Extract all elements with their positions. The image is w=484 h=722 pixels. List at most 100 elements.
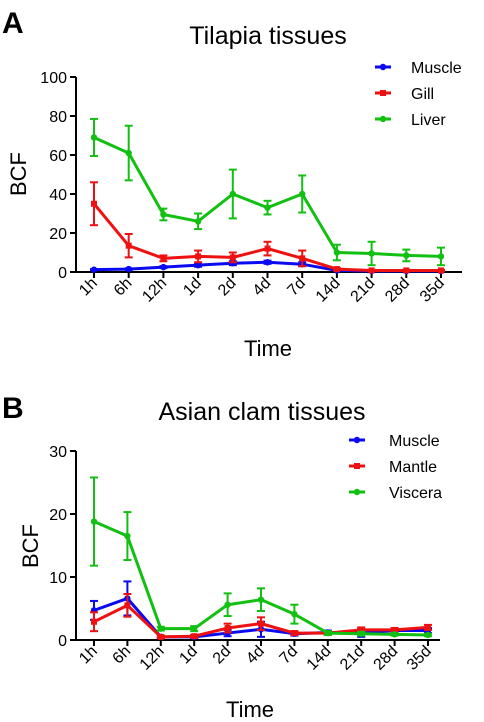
panel-a-liver-line <box>93 136 442 258</box>
panel-a-x-axis-title: Time <box>244 336 292 361</box>
panel-a-y-tick-label: 0 <box>58 265 67 282</box>
panel-a-legend-label: Liver <box>411 112 446 129</box>
panel-b-viscera-point <box>257 596 265 603</box>
panel-a-x-tick-label: 7d <box>284 275 309 300</box>
panel-a-muscle-point <box>125 265 132 273</box>
panel-b-legend-marker <box>353 488 361 496</box>
panel-a-x-tick-label: 4d <box>250 275 275 300</box>
panel-a-legend-label: Gill <box>411 86 434 103</box>
panel-b-x-tick-label: 35d <box>404 643 435 674</box>
panel-b-title: Asian clam tissues <box>158 398 365 426</box>
panel-a-chart: A Tilapia tissues Time BCF 0 20 40 60 80 100 1… <box>2 7 462 361</box>
panel-b-legend-item-viscera: Viscera <box>349 485 442 502</box>
panel-b-x-tick-label: 28d <box>371 643 402 674</box>
panel-b-viscera-point <box>358 630 365 637</box>
panel-b-x-tick-label: 12h <box>137 643 168 674</box>
panel-b-viscera-point <box>157 625 164 632</box>
panel-b-y-tick-label: 30 <box>49 444 67 461</box>
panel-a-liver-point <box>333 249 341 256</box>
panel-a-muscle-point <box>160 263 167 271</box>
panel-a-y-axis-title: BCF <box>6 152 31 196</box>
panel-b-chart: B Asian clam tissues Time BCF 0 10 20 30 1h 6… <box>2 392 442 722</box>
panel-a-liver-point <box>125 149 132 157</box>
panel-a-legend-label: Muscle <box>411 60 462 77</box>
panel-a-label: A <box>2 7 24 40</box>
panel-a-gill-point <box>160 255 167 262</box>
panel-a-y-tick-label: 20 <box>49 226 67 243</box>
panel-b-mantle-point <box>291 630 298 637</box>
panel-a-liver-point <box>264 204 271 211</box>
panel-b-x-tick-label: 1d <box>176 643 201 668</box>
panel-b-viscera-point <box>391 631 398 638</box>
panel-b-x-tick-label: 14d <box>304 643 335 674</box>
panel-b-x-tick-label: 1h <box>76 643 101 668</box>
panel-b-legend-label: Mantle <box>389 459 437 476</box>
panel-a-liver-point <box>194 218 202 225</box>
panel-b-mantle-point <box>124 602 131 609</box>
panel-b-viscera-point <box>424 631 432 639</box>
panel-b-x-tick-label: 4d <box>243 643 268 668</box>
panel-a-liver-point <box>368 250 375 257</box>
panel-b-y-axis-title: BCF <box>18 524 43 568</box>
panel-b-x-tick-label: 2d <box>210 643 235 668</box>
panel-a-y-tick-label: 100 <box>40 70 67 87</box>
panel-a-gill-point <box>229 254 236 261</box>
panel-b-y-tick-label: 0 <box>58 633 67 650</box>
panel-b-mantle-point <box>425 624 431 631</box>
panel-b-x-tick-label: 7d <box>277 643 302 668</box>
panel-a-gill-point <box>438 267 444 274</box>
panel-a-x-tick-label: 21d <box>348 275 379 306</box>
panel-a-gill-point <box>264 245 271 252</box>
panel-a-y-tick-label: 60 <box>49 148 67 165</box>
panel-a-x-tick-label: 35d <box>417 275 448 306</box>
panel-a-series-gill <box>90 181 445 274</box>
panel-a-liver-point <box>160 211 167 218</box>
panel-a-liver-point <box>229 190 236 198</box>
panel-a-legend-marker <box>379 115 387 123</box>
panel-a-x-tick-label: 12h <box>139 275 170 306</box>
panel-a-gill-point <box>299 255 306 262</box>
panel-a-legend-item-gill: Gill <box>375 86 434 103</box>
panel-b-mantle-point <box>358 626 365 633</box>
panel-b-viscera-point <box>291 610 298 618</box>
panel-b-series-mantle <box>90 593 432 640</box>
panel-b-legend: Muscle Mantle Viscera <box>349 433 442 502</box>
panel-a-x-tick-label: 1h <box>76 275 101 300</box>
panel-b-mantle-point <box>391 626 398 633</box>
panel-a-muscle-point <box>90 266 98 273</box>
panel-b-viscera-point <box>224 601 231 608</box>
panel-b-mantle-point <box>91 618 97 625</box>
panel-b-legend-marker <box>353 436 361 444</box>
panel-b-series-layer <box>90 476 432 641</box>
panel-a-title: Tilapia tissues <box>189 22 346 50</box>
panel-b-series-viscera <box>90 476 432 639</box>
panel-a-legend-item-muscle: Muscle <box>375 60 462 77</box>
panel-b-x-axis-title: Time <box>226 697 274 722</box>
panel-b-mantle-point <box>157 633 164 640</box>
panel-a-gill-point <box>91 200 97 207</box>
panel-a-legend: Muscle Gill Liver <box>375 60 462 129</box>
panel-b-legend-label: Muscle <box>389 433 440 450</box>
panel-a-x-tick-label: 2d <box>215 275 240 300</box>
panel-a-x-tick-label: 6h <box>111 275 136 300</box>
panel-a-liver-point <box>437 253 445 260</box>
panel-a-liver-point <box>403 252 410 259</box>
panel-a-x-tick-label: 28d <box>382 275 413 306</box>
panel-a-muscle-point <box>194 261 202 269</box>
panel-a-legend-marker <box>379 63 387 71</box>
panel-a-gill-point <box>195 253 202 260</box>
panel-a-legend-item-liver: Liver <box>375 112 446 129</box>
panel-b-legend-item-muscle: Muscle <box>349 433 440 450</box>
panel-b-viscera-point <box>324 629 331 637</box>
panel-b-y-tick-label: 20 <box>49 507 67 524</box>
panel-b-mantle-point <box>224 625 231 632</box>
panel-b-label: B <box>2 392 24 425</box>
panel-b-axes: 0 10 20 30 1h 6h 12h 1d 2d 4d 7d 14d 21d 28d 35d <box>49 444 440 674</box>
panel-b-x-tick-label: 6h <box>110 643 135 668</box>
panel-a-x-tick-label: 1d <box>180 275 205 300</box>
panel-a-liver-point <box>90 134 98 141</box>
panel-b-y-tick-label: 10 <box>49 570 67 587</box>
panel-a-liver-point <box>299 190 306 198</box>
panel-a-y-tick-label: 80 <box>49 109 67 126</box>
